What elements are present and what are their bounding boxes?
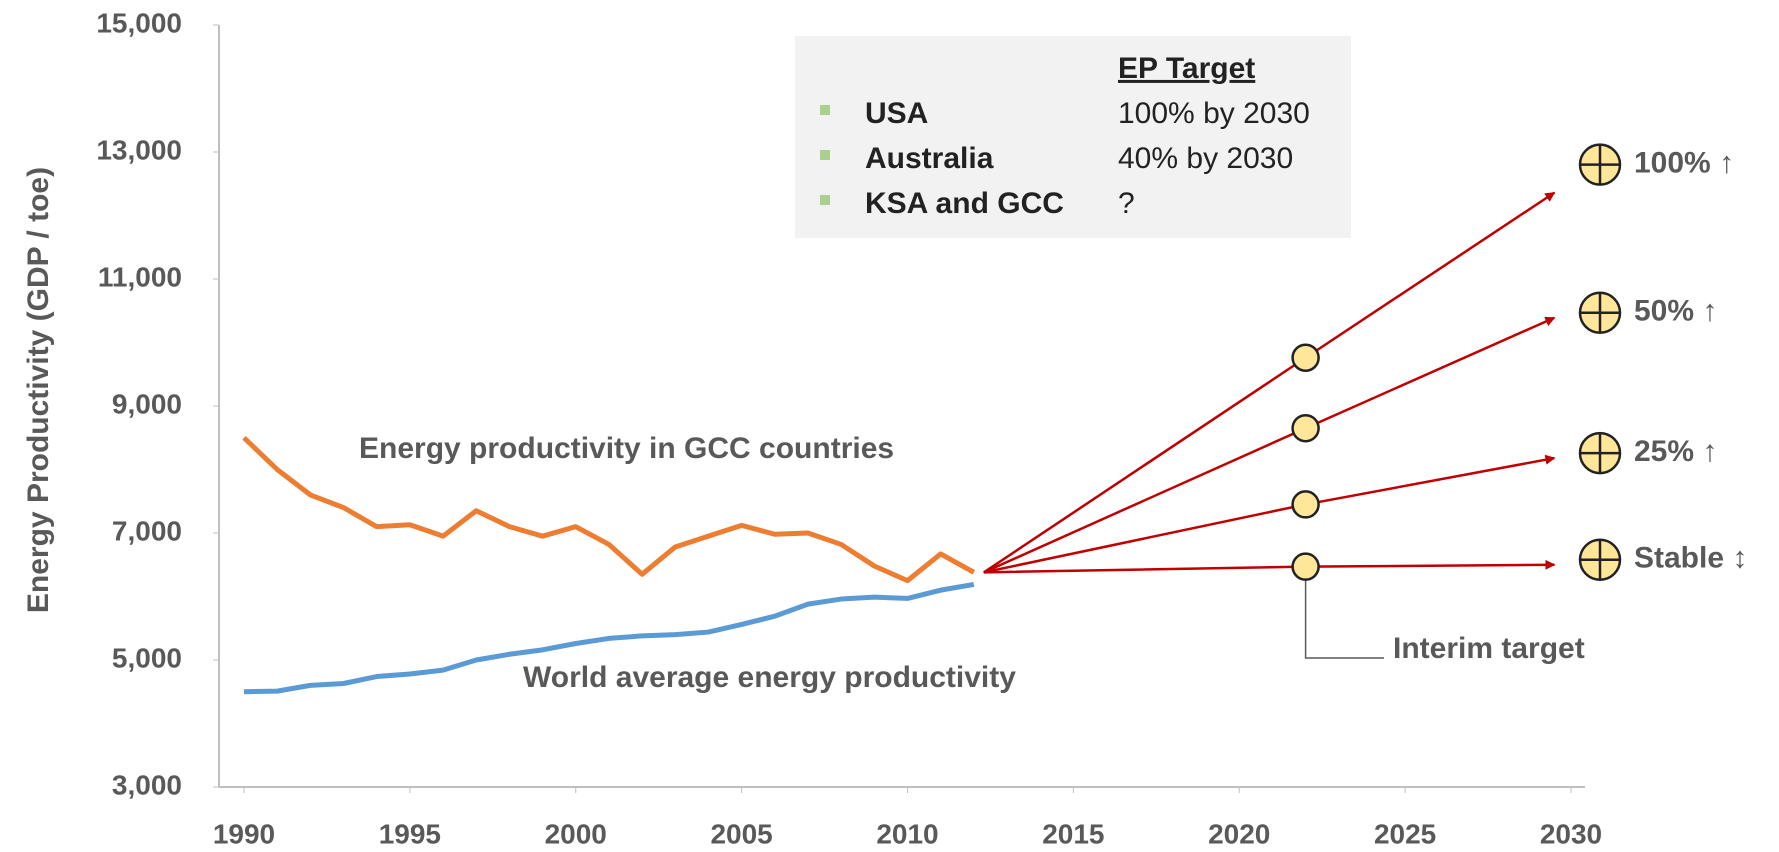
series-label: Energy productivity in GCC countries <box>359 432 894 465</box>
y-tick-label: 15,000 <box>96 7 182 38</box>
legend-target: 100% by 2030 <box>1118 97 1310 130</box>
interim-point <box>1291 552 1320 581</box>
projection-arrow <box>983 559 1556 574</box>
x-tick-label: 2025 <box>1374 818 1436 849</box>
x-tick-label: 2030 <box>1540 818 1602 849</box>
x-tick-label: 2005 <box>710 818 772 849</box>
interim-label: Interim target <box>1393 632 1585 665</box>
legend-name: Australia <box>865 142 994 175</box>
legend-name: KSA and GCC <box>865 187 1064 220</box>
x-tick-label: 1995 <box>379 818 441 849</box>
projection-label: 100% ↑ <box>1634 147 1734 180</box>
series-label: World average energy productivity <box>523 661 1016 694</box>
projection-arrow <box>983 316 1556 574</box>
x-tick-label: 2000 <box>545 818 607 849</box>
interim-point <box>1291 490 1320 519</box>
x-tick-label: 2020 <box>1208 818 1270 849</box>
y-tick-label: 5,000 <box>112 642 182 673</box>
y-tick-label: 9,000 <box>112 388 182 419</box>
projection-arrow <box>983 191 1556 574</box>
legend-box <box>795 36 1351 238</box>
y-tick-label: 3,000 <box>112 769 182 800</box>
y-axis-label: Energy Productivity (GDP / toe) <box>22 167 55 613</box>
interim-point <box>1291 413 1320 443</box>
interim-point <box>1291 343 1320 372</box>
series-line <box>243 581 975 695</box>
projection-label: 50% ↑ <box>1634 295 1717 328</box>
legend-bullet <box>820 150 830 160</box>
target-icon-cross <box>1580 144 1620 185</box>
x-tick-label: 2015 <box>1042 818 1104 849</box>
legend-target: 40% by 2030 <box>1118 142 1293 175</box>
y-tick-label: 13,000 <box>96 134 182 165</box>
y-tick-label: 11,000 <box>98 261 182 292</box>
target-icon-cross <box>1580 292 1620 333</box>
projection-label: Stable ↕ <box>1634 542 1747 575</box>
x-tick-label: 2010 <box>876 818 938 849</box>
legend-target: ? <box>1118 187 1135 220</box>
legend-bullet <box>820 105 830 115</box>
interim-connector <box>1304 566 1384 659</box>
projection-label: 25% ↑ <box>1634 435 1717 468</box>
x-tick-label: 1990 <box>213 818 275 849</box>
target-icon-cross <box>1580 433 1620 474</box>
series-line <box>242 435 976 584</box>
legend-name: USA <box>865 97 928 130</box>
legend-bullet <box>820 195 830 205</box>
target-icon-cross <box>1580 539 1620 580</box>
y-tick-label: 7,000 <box>112 515 182 546</box>
legend-header: EP Target <box>1118 52 1255 85</box>
